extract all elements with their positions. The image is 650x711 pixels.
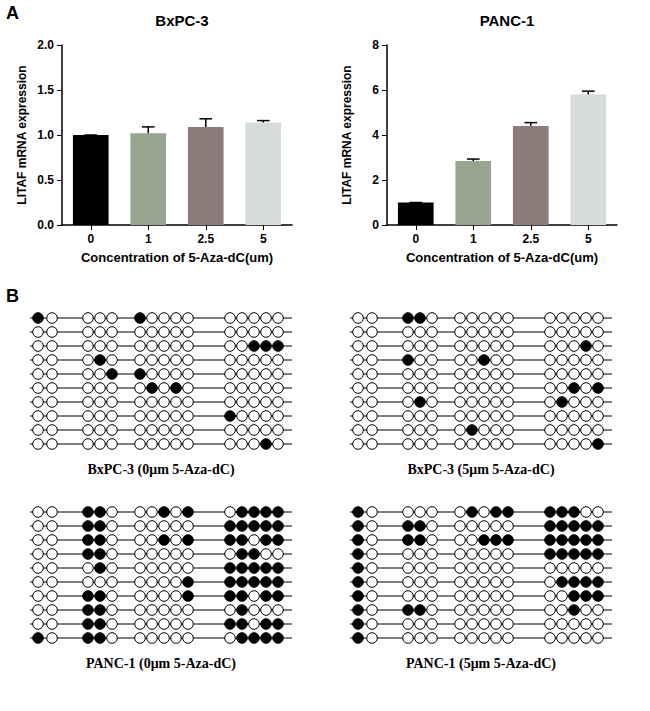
svg-text:BxPC-3 (0μm 5-Aza-dC): BxPC-3 (0μm 5-Aza-dC): [87, 462, 234, 478]
svg-text:LITAF mRNA expression: LITAF mRNA expression: [340, 65, 354, 204]
svg-text:2.5: 2.5: [522, 232, 539, 246]
svg-text:8: 8: [372, 38, 379, 52]
svg-text:1: 1: [470, 232, 477, 246]
svg-text:2.0: 2.0: [37, 38, 54, 52]
svg-text:5: 5: [260, 232, 267, 246]
svg-text:2.5: 2.5: [197, 232, 214, 246]
svg-text:6: 6: [372, 83, 379, 97]
svg-text:PANC-1 (5μm 5-Aza-dC): PANC-1 (5μm 5-Aza-dC): [406, 656, 556, 672]
svg-text:4: 4: [372, 128, 379, 142]
svg-text:1.5: 1.5: [37, 83, 54, 97]
svg-text:0.5: 0.5: [37, 173, 54, 187]
svg-text:A: A: [6, 3, 19, 23]
svg-text:LITAF mRNA expression: LITAF mRNA expression: [15, 65, 29, 204]
svg-text:1: 1: [145, 232, 152, 246]
svg-text:Concentration of 5-Aza-dC(um): Concentration of 5-Aza-dC(um): [81, 250, 273, 265]
svg-text:0: 0: [412, 232, 419, 246]
svg-text:Concentration of 5-Aza-dC(um): Concentration of 5-Aza-dC(um): [406, 250, 598, 265]
svg-text:BxPC-3: BxPC-3: [155, 12, 208, 29]
svg-text:1.0: 1.0: [37, 128, 54, 142]
svg-text:0.0: 0.0: [37, 218, 54, 232]
svg-text:2: 2: [372, 173, 379, 187]
svg-text:5: 5: [585, 232, 592, 246]
svg-text:B: B: [6, 286, 19, 306]
svg-text:0: 0: [372, 218, 379, 232]
svg-text:BxPC-3 (5μm 5-Aza-dC): BxPC-3 (5μm 5-Aza-dC): [407, 462, 554, 478]
svg-text:PANC-1: PANC-1: [480, 12, 535, 29]
svg-text:PANC-1 (0μm 5-Aza-dC): PANC-1 (0μm 5-Aza-dC): [86, 656, 236, 672]
svg-text:0: 0: [87, 232, 94, 246]
